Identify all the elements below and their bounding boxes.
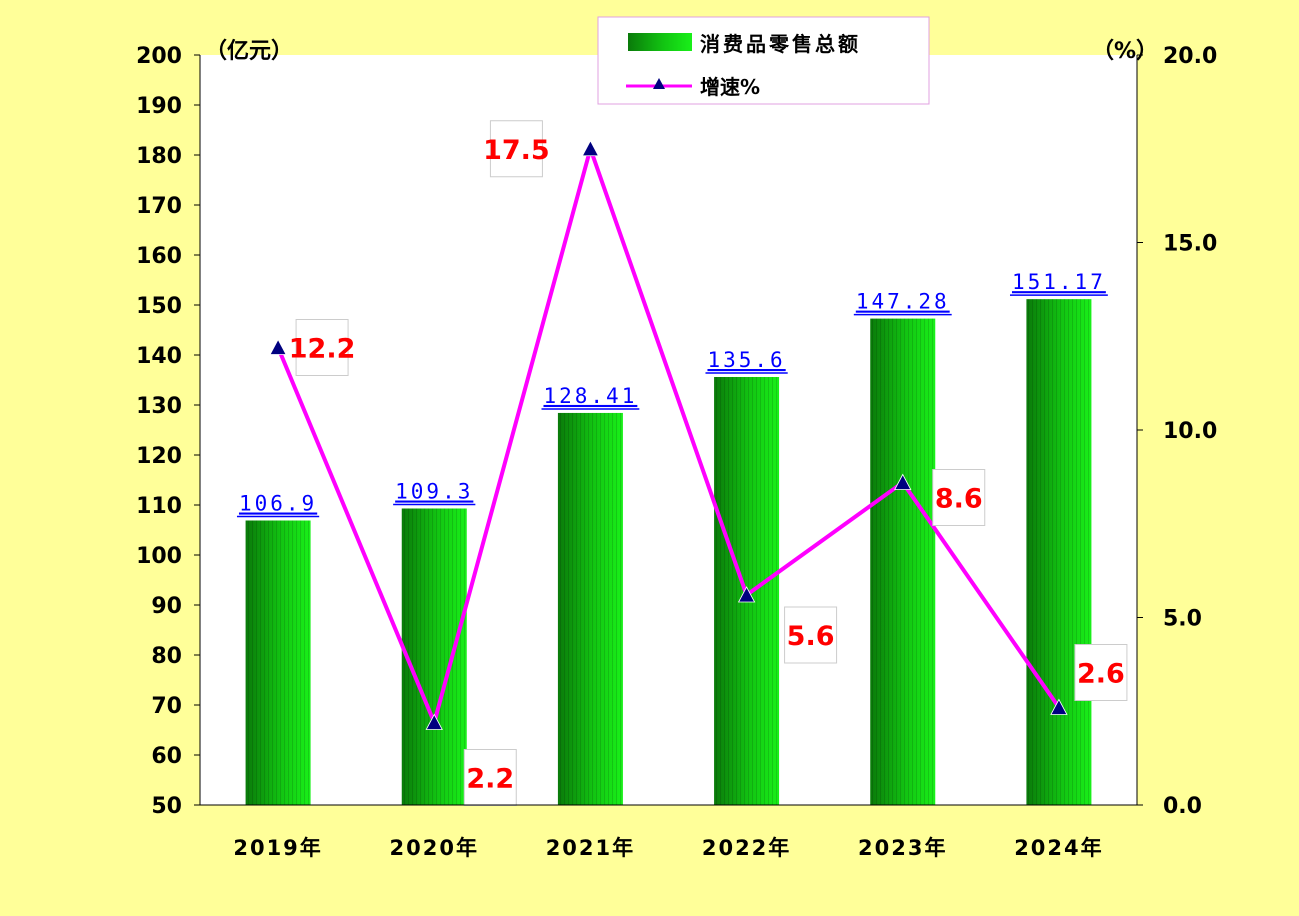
bar-value-label: 106.9 — [239, 492, 317, 516]
growth-marker — [737, 586, 756, 603]
growth-label-box — [489, 120, 543, 178]
growth-label-box — [1074, 644, 1128, 701]
growth-marker — [425, 713, 443, 730]
right-axis-unit: （%） — [1092, 39, 1158, 64]
left-tick-label: 200 — [136, 44, 182, 69]
bar-value-label: 151.17 — [1012, 270, 1106, 294]
growth-label-box — [932, 469, 986, 526]
legend-triangle-icon — [653, 78, 665, 89]
bar-value-label: 109.3 — [395, 480, 473, 504]
growth-marker — [269, 338, 287, 355]
legend-line-label: 增速% — [700, 75, 760, 99]
growth-value-label: 17.5 — [483, 135, 550, 166]
bar-texture — [870, 318, 936, 805]
left-tick-label: 180 — [136, 144, 182, 169]
legend-bar-swatch — [628, 33, 692, 51]
growth-value-label: 8.6 — [935, 484, 983, 515]
left-tick-label: 80 — [151, 644, 182, 669]
left-tick-label: 170 — [136, 194, 182, 219]
bar-value-label: 135.6 — [707, 348, 785, 372]
left-tick-label: 130 — [136, 394, 182, 419]
growth-value-label: 2.2 — [466, 764, 514, 795]
legend: 消费品零售总额 增速% — [597, 16, 930, 105]
plot-area — [200, 55, 1137, 805]
left-tick-label: 50 — [151, 794, 182, 819]
bar-texture — [245, 520, 311, 805]
growth-label-box — [784, 606, 838, 664]
right-tick-label: 0.0 — [1163, 794, 1202, 819]
growth-marker — [581, 139, 600, 157]
growth-line — [276, 146, 1061, 725]
right-tick-label: 5.0 — [1163, 607, 1202, 632]
bar-texture — [557, 412, 623, 805]
growth-marker — [894, 473, 912, 490]
right-tick-label: 20.0 — [1163, 44, 1217, 69]
left-tick-label: 120 — [136, 444, 182, 469]
bar-texture — [1026, 299, 1092, 805]
bar-value-label: 128.41 — [543, 384, 637, 408]
x-tick-label: 2021年 — [546, 836, 635, 860]
growth-marker — [1050, 698, 1068, 715]
bar-texture — [401, 508, 467, 805]
growth-value-label: 12.2 — [289, 334, 356, 365]
x-tick-label: 2022年 — [702, 836, 791, 860]
left-tick-label: 100 — [136, 544, 182, 569]
x-tick-label: 2020年 — [390, 836, 479, 860]
x-tick-label: 2024年 — [1014, 836, 1103, 860]
right-tick-label: 10.0 — [1163, 419, 1217, 444]
growth-value-label: 5.6 — [787, 621, 835, 652]
left-tick-label: 70 — [151, 694, 182, 719]
left-tick-label: 140 — [136, 344, 182, 369]
growth-value-label: 2.6 — [1077, 659, 1125, 690]
left-tick-label: 90 — [151, 594, 182, 619]
left-tick-label: 190 — [136, 94, 182, 119]
x-tick-label: 2019年 — [233, 836, 322, 860]
bar-value-label: 147.28 — [856, 290, 950, 314]
legend-bar-label: 消费品零售总额 — [700, 32, 861, 56]
left-axis-unit: （亿元） — [205, 39, 293, 64]
left-tick-label: 60 — [151, 744, 182, 769]
legend-box — [597, 16, 930, 105]
left-tick-label: 160 — [136, 244, 182, 269]
growth-label-box — [295, 319, 349, 376]
right-tick-label: 15.0 — [1163, 232, 1217, 257]
growth-label-box — [463, 749, 517, 806]
x-tick-label: 2023年 — [858, 836, 947, 860]
left-tick-label: 150 — [136, 294, 182, 319]
left-tick-label: 110 — [136, 494, 182, 519]
